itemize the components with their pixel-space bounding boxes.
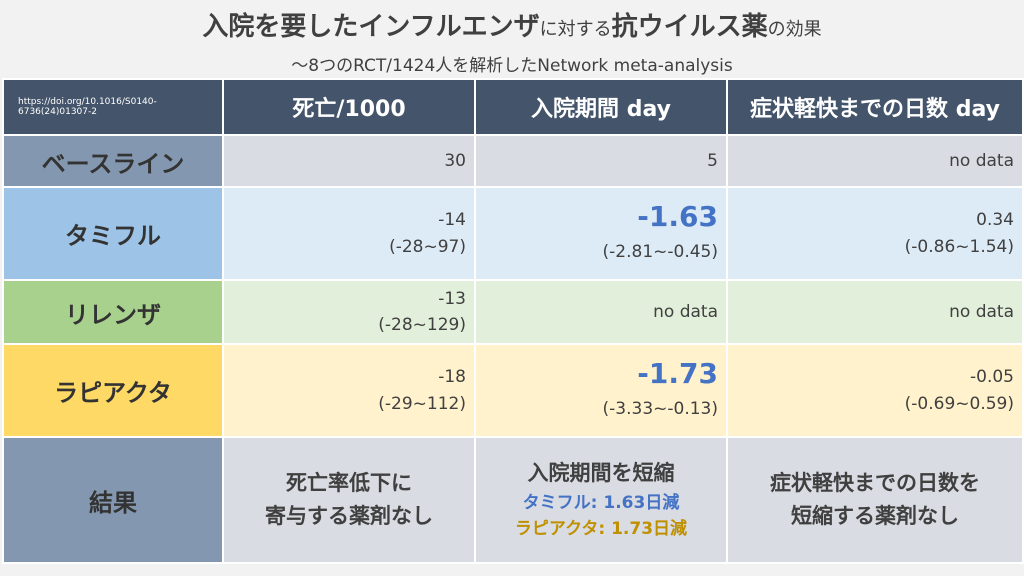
title-particle: の	[767, 19, 786, 40]
result-tamiflu-reduction: タミフル: 1.63日減	[522, 492, 680, 513]
title-connector: に対する	[539, 19, 612, 40]
tamiflu-hospital-stay-value: -1.63	[637, 199, 718, 233]
row-label-tamiflu: タミフル	[2, 186, 224, 281]
rapiacta-death: -18 (-29~112)	[222, 343, 476, 438]
header-death: 死亡/1000	[222, 78, 476, 136]
rapiacta-symptom-days-ci: (-0.69~0.59)	[904, 393, 1014, 414]
title-effect: 効果	[785, 19, 822, 40]
relenza-death-ci: (-28~129)	[378, 315, 466, 335]
result-death: 死亡率低下に 寄与する薬剤なし	[222, 436, 476, 564]
baseline-hospital-stay: 5	[474, 134, 728, 188]
tamiflu-death-ci: (-28~97)	[389, 236, 466, 257]
rapiacta-symptom-days: -0.05 (-0.69~0.59)	[726, 343, 1024, 438]
relenza-hospital-stay: no data	[474, 279, 728, 345]
result-death-line1: 死亡率低下に	[286, 471, 412, 496]
page-title: 入院を要したインフルエンザに対する抗ウイルス薬の効果	[0, 6, 1024, 43]
table-row-tamiflu: タミフル -14 (-28~97) -1.63 (-2.81~-0.45) 0.…	[2, 186, 1024, 281]
header-row: https://doi.org/10.1016/S0140-6736(24)01…	[2, 78, 1024, 136]
row-label-baseline: ベースライン	[2, 134, 224, 188]
table-row-result: 結果 死亡率低下に 寄与する薬剤なし 入院期間を短縮 タミフル: 1.63日減 …	[2, 436, 1024, 564]
doi-link[interactable]: https://doi.org/10.1016/S0140-6736(24)01…	[2, 78, 224, 136]
rapiacta-symptom-days-value: -0.05	[970, 367, 1014, 388]
tamiflu-death-value: -14	[438, 210, 466, 231]
header-hospital-stay: 入院期間 day	[474, 78, 728, 136]
rapiacta-hospital-stay: -1.73 (-3.33~-0.13)	[474, 343, 728, 438]
tamiflu-death: -14 (-28~97)	[222, 186, 476, 281]
results-table: https://doi.org/10.1016/S0140-6736(24)01…	[2, 78, 1024, 564]
title-main: 入院を要したインフルエンザ	[202, 12, 540, 42]
result-symptom-days-line1: 症状軽快までの日数を	[770, 471, 980, 496]
baseline-death: 30	[222, 134, 476, 188]
tamiflu-symptom-days-ci: (-0.86~1.54)	[904, 236, 1014, 257]
row-label-relenza: リレンザ	[2, 279, 224, 345]
page-subtitle: 〜8つのRCT/1424人を解析したNetwork meta-analysis	[291, 56, 733, 76]
title-drugs: 抗ウイルス薬	[611, 12, 768, 42]
table-row-relenza: リレンザ -13 (-28~129) no data no data	[2, 279, 1024, 345]
rapiacta-death-value: -18	[438, 367, 466, 388]
rapiacta-hospital-stay-ci: (-3.33~-0.13)	[602, 398, 718, 419]
result-symptom-days-line2: 短縮する薬剤なし	[791, 504, 959, 528]
result-hospital-stay-line1: 入院期間を短縮	[527, 461, 675, 486]
relenza-symptom-days: no data	[726, 279, 1024, 345]
result-symptom-days: 症状軽快までの日数を 短縮する薬剤なし	[726, 436, 1024, 564]
tamiflu-symptom-days: 0.34 (-0.86~1.54)	[726, 186, 1024, 281]
row-label-rapiacta: ラピアクタ	[2, 343, 224, 438]
tamiflu-hospital-stay: -1.63 (-2.81~-0.45)	[474, 186, 728, 281]
result-hospital-stay: 入院期間を短縮 タミフル: 1.63日減 ラピアクタ: 1.73日減	[474, 436, 728, 564]
table-row-rapiacta: ラピアクタ -18 (-29~112) -1.73 (-3.33~-0.13) …	[2, 343, 1024, 438]
header-symptom-days: 症状軽快までの日数 day	[726, 78, 1024, 136]
result-death-line2: 寄与する薬剤なし	[265, 504, 433, 528]
relenza-death: -13 (-28~129)	[222, 279, 476, 345]
tamiflu-symptom-days-value: 0.34	[976, 210, 1014, 231]
rapiacta-hospital-stay-value: -1.73	[637, 356, 718, 390]
relenza-death-value: -13	[438, 288, 466, 309]
result-rapiacta-reduction: ラピアクタ: 1.73日減	[514, 519, 688, 540]
row-label-result: 結果	[2, 436, 224, 564]
table-row-baseline: ベースライン 30 5 no data	[2, 134, 1024, 188]
tamiflu-hospital-stay-ci: (-2.81~-0.45)	[602, 241, 718, 262]
rapiacta-death-ci: (-29~112)	[378, 393, 466, 414]
baseline-symptom-days: no data	[726, 134, 1024, 188]
